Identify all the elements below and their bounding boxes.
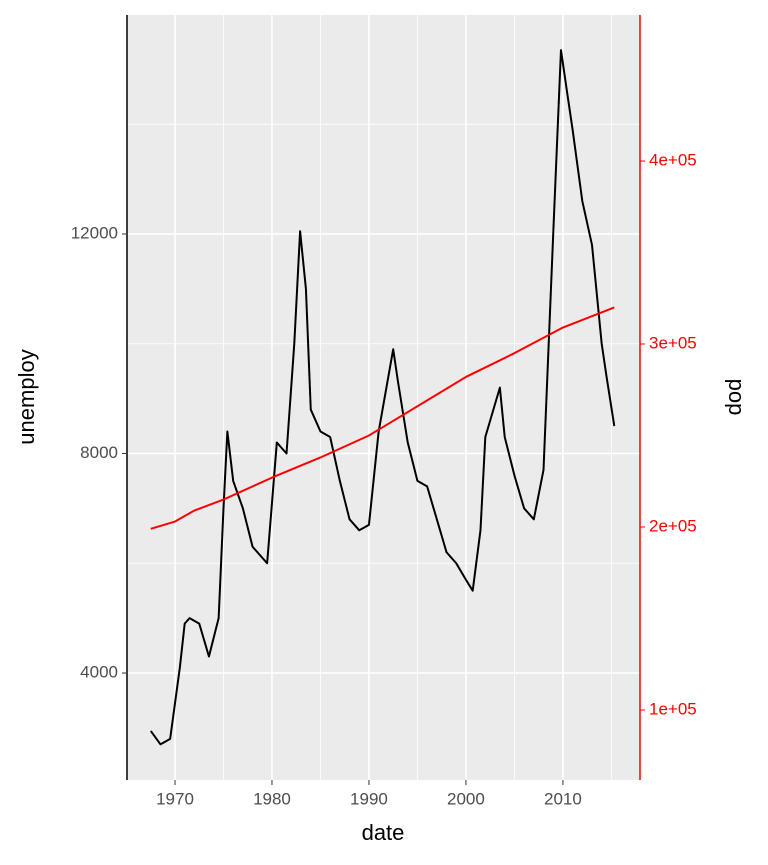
y-tick-label: 12000: [71, 223, 118, 242]
x-axis-title: date: [362, 820, 405, 845]
y2-axis-title: dod: [721, 379, 746, 416]
y-axis-title: unemploy: [14, 349, 39, 444]
x-tick-label: 2000: [447, 789, 485, 808]
y-tick-label: 8000: [80, 443, 118, 462]
y2-tick-label: 1e+05: [649, 699, 697, 718]
x-tick-label: 1990: [350, 789, 388, 808]
series-line: [149, 49, 616, 746]
y2-tick-label: 2e+05: [649, 516, 697, 535]
x-tick-label: 1980: [253, 789, 291, 808]
grid: [127, 15, 640, 780]
panel: [127, 15, 640, 780]
y-tick-label: 4000: [80, 662, 118, 681]
x-tick-label: 1970: [156, 789, 194, 808]
series-line: [150, 306, 615, 530]
x-tick-label: 2010: [544, 789, 582, 808]
marks: [149, 49, 616, 746]
y2-tick-label: 4e+05: [649, 151, 697, 170]
y2-tick-label: 3e+05: [649, 334, 697, 353]
